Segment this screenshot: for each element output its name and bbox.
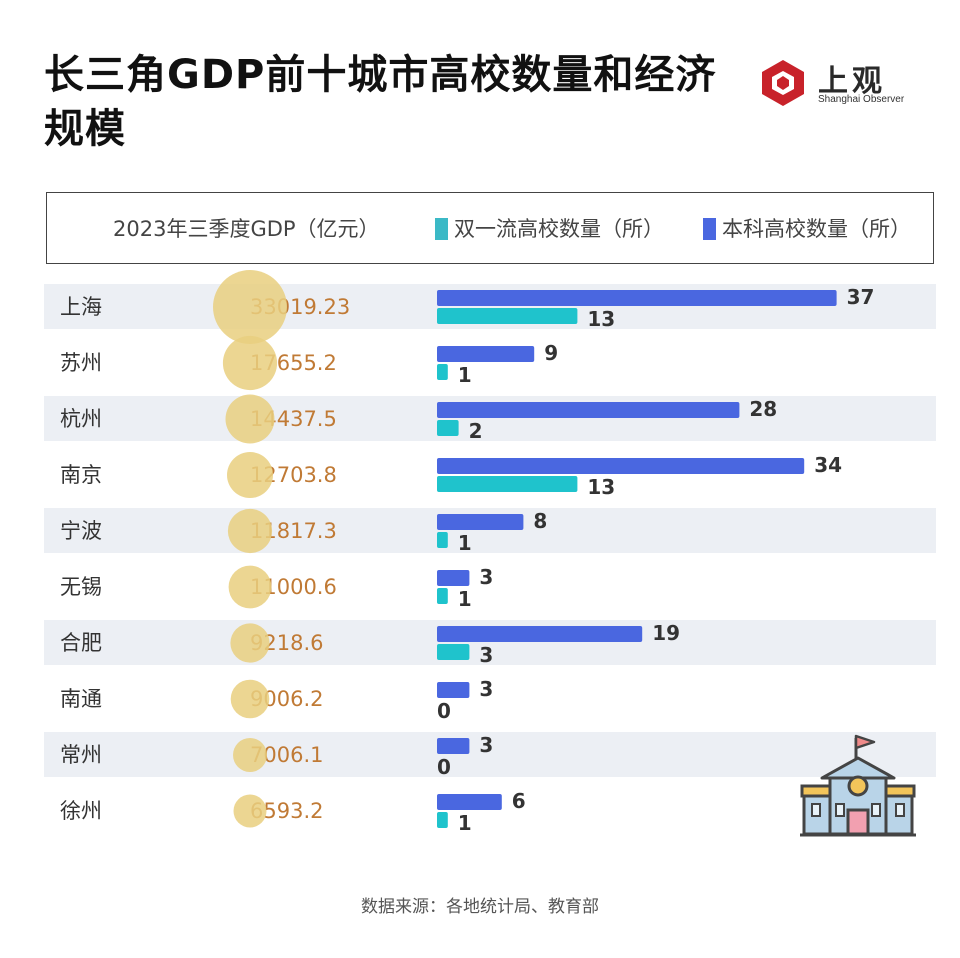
undergrad-bar — [437, 738, 470, 754]
row-band — [44, 732, 936, 777]
double-first-value-label: 13 — [587, 475, 615, 499]
legend-swatch-double-first — [435, 218, 448, 240]
undergrad-bar — [437, 626, 643, 642]
gdp-bubble — [233, 738, 267, 772]
double-first-bar — [437, 812, 448, 828]
gdp-bubble — [230, 623, 270, 663]
logo-text-cn: 上观 — [818, 64, 886, 99]
undergrad-bar — [437, 570, 470, 586]
data-source: 数据来源：各地统计局、教育部 — [361, 897, 599, 917]
category-label: 无锡 — [60, 575, 102, 599]
double-first-value-label: 2 — [469, 419, 483, 443]
double-first-bar — [437, 420, 459, 436]
undergrad-value-label: 8 — [533, 509, 547, 533]
gdp-bubble — [222, 335, 278, 391]
undergrad-value-label: 3 — [479, 677, 493, 701]
school-building-icon — [800, 730, 916, 842]
undergrad-bar — [437, 290, 837, 306]
double-first-value-label: 1 — [458, 811, 472, 835]
gdp-bubble — [228, 565, 272, 609]
undergrad-value-label: 9 — [544, 341, 558, 365]
double-first-bar — [437, 308, 578, 324]
chart-legend: 2023年三季度GDP（亿元） 双一流高校数量（所） 本科高校数量（所） — [46, 192, 934, 264]
category-label: 徐州 — [60, 799, 102, 823]
undergrad-bar — [437, 682, 470, 698]
double-first-value-label: 13 — [587, 307, 615, 331]
page-title: 长三角GDP前十城市高校数量和经济规模 — [44, 52, 717, 152]
undergrad-value-label: 6 — [512, 789, 526, 813]
gdp-bubble — [230, 679, 270, 719]
undergrad-bar — [437, 794, 502, 810]
gdp-bubble — [213, 270, 287, 344]
double-first-bar — [437, 588, 448, 604]
undergrad-bar — [437, 458, 805, 474]
double-first-bar — [437, 476, 578, 492]
legend-double-first-label: 双一流高校数量（所） — [454, 217, 664, 241]
undergrad-bar — [437, 514, 524, 530]
legend-gdp: 2023年三季度GDP（亿元） — [113, 217, 380, 241]
gdp-bubble — [227, 508, 273, 554]
legend-double-first: 双一流高校数量（所） — [435, 217, 664, 241]
double-first-bar — [437, 644, 470, 660]
undergrad-value-label: 28 — [749, 397, 777, 421]
gdp-bubble — [225, 394, 275, 444]
category-label: 苏州 — [60, 351, 102, 375]
double-first-value-label: 1 — [458, 531, 472, 555]
gdp-bubble — [227, 452, 273, 498]
undergrad-value-label: 3 — [479, 733, 493, 757]
undergrad-bar — [437, 346, 535, 362]
double-first-bar — [437, 532, 448, 548]
undergrad-value-label: 3 — [479, 565, 493, 589]
category-label: 杭州 — [60, 407, 102, 431]
category-label: 合肥 — [60, 631, 102, 655]
gdp-bubble — [233, 794, 267, 828]
undergrad-value-label: 34 — [814, 453, 842, 477]
legend-swatch-undergrad — [703, 218, 716, 240]
double-first-value-label: 3 — [479, 643, 493, 667]
category-label: 宁波 — [60, 519, 102, 543]
undergrad-value-label: 19 — [652, 621, 680, 645]
double-first-value-label: 0 — [437, 699, 451, 723]
legend-undergrad: 本科高校数量（所） — [703, 217, 911, 241]
double-first-value-label: 1 — [458, 587, 472, 611]
category-label: 上海 — [60, 295, 102, 319]
double-first-value-label: 1 — [458, 363, 472, 387]
undergrad-value-label: 37 — [847, 285, 875, 309]
undergrad-bar — [437, 402, 740, 418]
category-label: 南通 — [60, 687, 102, 711]
legend-undergrad-label: 本科高校数量（所） — [722, 217, 911, 241]
double-first-value-label: 0 — [437, 755, 451, 779]
category-label: 南京 — [60, 463, 102, 487]
shanghai-observer-logo: 上观 Shanghai Observer — [758, 56, 918, 112]
double-first-bar — [437, 364, 448, 380]
category-label: 常州 — [60, 743, 102, 767]
logo-text-en: Shanghai Observer — [818, 94, 905, 105]
logo-mark-icon — [762, 60, 804, 106]
